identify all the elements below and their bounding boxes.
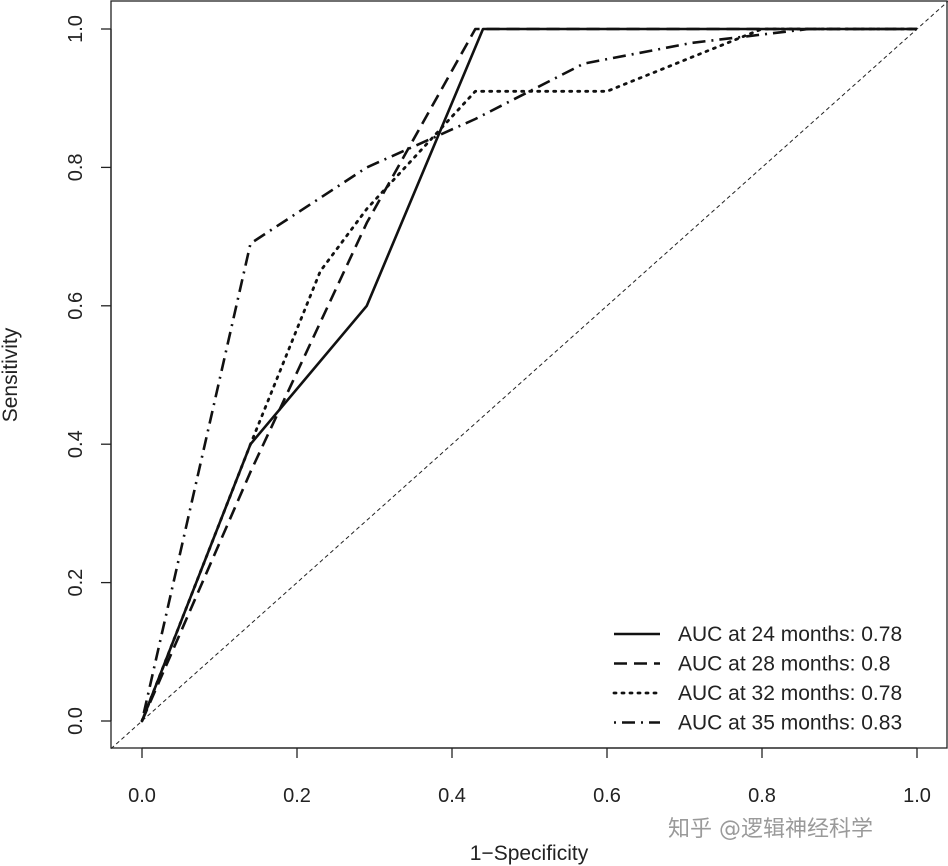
y-tick-label: 0.8 bbox=[65, 153, 87, 181]
x-tick-label: 0.2 bbox=[283, 785, 311, 807]
watermark-text: 知乎 @逻辑神经科学 bbox=[668, 817, 873, 842]
y-tick-label: 0.0 bbox=[65, 707, 87, 735]
y-axis-title: Sensitivity bbox=[0, 327, 22, 422]
y-tick-label: 1.0 bbox=[65, 15, 87, 43]
x-axis-ticks: 0.0 0.2 0.4 0.6 0.8 1.0 bbox=[128, 748, 931, 807]
roc-curve-dashed bbox=[140, 27, 917, 722]
x-tick-label: 0.8 bbox=[748, 785, 776, 807]
x-tick-label: 1.0 bbox=[903, 785, 931, 807]
y-tick-label: 0.6 bbox=[65, 292, 87, 320]
roc-curve-dotted bbox=[140, 27, 919, 723]
x-tick-label: 0.6 bbox=[593, 785, 621, 807]
y-axis-ticks: 0.0 0.2 0.4 0.6 0.8 1.0 bbox=[65, 15, 111, 735]
x-axis-title: 1−Specificity bbox=[470, 842, 589, 865]
legend-label: AUC at 24 months: 0.78 bbox=[678, 623, 902, 646]
x-tick-label: 0.0 bbox=[128, 785, 156, 807]
legend-label: AUC at 35 months: 0.83 bbox=[678, 712, 902, 735]
legend-label: AUC at 28 months: 0.8 bbox=[678, 653, 890, 676]
roc-curves bbox=[140, 27, 919, 723]
x-tick-label: 0.4 bbox=[438, 785, 466, 807]
legend: AUC at 24 months: 0.78 AUC at 28 months: … bbox=[612, 623, 902, 735]
y-tick-label: 0.4 bbox=[65, 430, 87, 458]
reference-diagonal-line bbox=[110, 0, 948, 750]
legend-label: AUC at 32 months: 0.78 bbox=[678, 682, 902, 705]
y-tick-label: 0.2 bbox=[65, 569, 87, 597]
